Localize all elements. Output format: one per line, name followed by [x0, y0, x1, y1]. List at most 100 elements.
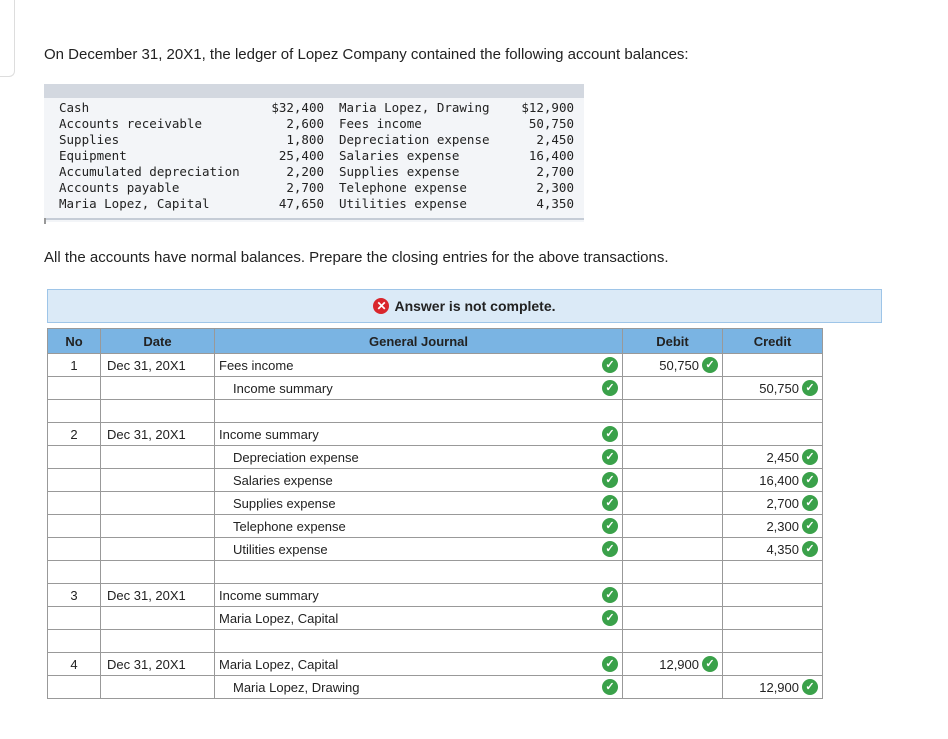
account-title-field[interactable]: Income summary ✓ — [214, 583, 623, 607]
credit-field[interactable]: 50,750 ✓ — [722, 376, 823, 400]
debit-field[interactable] — [622, 629, 723, 653]
ledger-account-name: Accumulated depreciation — [59, 164, 240, 179]
account-title-field[interactable]: Maria Lopez, Drawing ✓ — [214, 675, 623, 699]
debit-field[interactable] — [622, 583, 723, 607]
account-title-text: Fees income — [219, 357, 294, 373]
ledger-account-name: Supplies expense — [339, 164, 460, 179]
entry-date[interactable] — [100, 606, 215, 630]
check-circle-icon: ✓ — [802, 518, 818, 534]
credit-field[interactable] — [722, 422, 823, 446]
check-circle-icon: ✓ — [602, 380, 618, 396]
debit-field[interactable] — [622, 468, 723, 492]
col-header-credit: Credit — [722, 328, 823, 354]
account-title-field[interactable]: Income summary ✓ — [214, 376, 623, 400]
journal-row: Depreciation expense ✓ 2,450 ✓ — [47, 445, 823, 469]
entry-date[interactable] — [100, 468, 215, 492]
credit-field[interactable] — [722, 606, 823, 630]
debit-field[interactable]: 50,750 ✓ — [622, 353, 723, 377]
credit-field-value: 4,350 — [766, 541, 799, 557]
entry-date[interactable] — [100, 491, 215, 515]
credit-field[interactable]: 2,300 ✓ — [722, 514, 823, 538]
entry-date[interactable]: Dec 31, 20X1 — [100, 353, 215, 377]
credit-field[interactable]: 4,350 ✓ — [722, 537, 823, 561]
account-title-field[interactable]: Maria Lopez, Capital ✓ — [214, 606, 623, 630]
account-title-field[interactable]: Maria Lopez, Capital ✓ — [214, 652, 623, 676]
account-title-field[interactable] — [214, 629, 623, 653]
entry-date[interactable]: Dec 31, 20X1 — [100, 652, 215, 676]
ledger-account-balance: 4,350 — [536, 196, 574, 211]
ledger-account-name: Equipment — [59, 148, 127, 163]
account-title-text: Maria Lopez, Capital — [219, 656, 339, 672]
credit-field[interactable] — [722, 583, 823, 607]
check-circle-icon: ✓ — [802, 541, 818, 557]
credit-field[interactable]: 16,400 ✓ — [722, 468, 823, 492]
ledger-account-balance: 25,400 — [278, 148, 324, 163]
account-title-field[interactable]: Income summary ✓ — [214, 422, 623, 446]
entry-number — [47, 629, 101, 653]
debit-field[interactable] — [622, 606, 723, 630]
entry-date[interactable] — [100, 376, 215, 400]
debit-field[interactable] — [622, 422, 723, 446]
credit-field[interactable] — [722, 560, 823, 584]
debit-field[interactable] — [622, 675, 723, 699]
ledger-account-name: Cash — [59, 100, 90, 115]
ledger-account-name: Accounts payable — [59, 180, 180, 195]
account-title-field[interactable]: Telephone expense ✓ — [214, 514, 623, 538]
ledger-body — [44, 98, 584, 222]
debit-field[interactable] — [622, 376, 723, 400]
debit-field[interactable] — [622, 491, 723, 515]
debit-field[interactable] — [622, 445, 723, 469]
credit-field[interactable] — [722, 353, 823, 377]
journal-row: Maria Lopez, Capital ✓ — [47, 606, 823, 630]
entry-number — [47, 537, 101, 561]
entry-number — [47, 560, 101, 584]
account-title-field[interactable]: Supplies expense ✓ — [214, 491, 623, 515]
account-title-field[interactable]: Depreciation expense ✓ — [214, 445, 623, 469]
credit-field[interactable]: 12,900 ✓ — [722, 675, 823, 699]
credit-field[interactable] — [722, 399, 823, 423]
credit-field[interactable] — [722, 652, 823, 676]
entry-number — [47, 491, 101, 515]
account-title-field[interactable] — [214, 560, 623, 584]
check-circle-icon: ✓ — [602, 610, 618, 626]
entry-date[interactable]: Dec 31, 20X1 — [100, 583, 215, 607]
entry-date[interactable] — [100, 399, 215, 423]
entry-number — [47, 445, 101, 469]
ledger-account-name: Maria Lopez, Capital — [59, 196, 210, 211]
credit-field-value: 50,750 — [759, 380, 799, 396]
entry-date[interactable] — [100, 560, 215, 584]
ledger-account-name: Accounts receivable — [59, 116, 202, 131]
credit-field[interactable] — [722, 629, 823, 653]
entry-date[interactable] — [100, 629, 215, 653]
ledger-account-balance: 2,700 — [286, 180, 324, 195]
account-title-field[interactable]: Fees income ✓ — [214, 353, 623, 377]
entry-date[interactable] — [100, 537, 215, 561]
ledger-account-balance: 50,750 — [528, 116, 574, 131]
debit-field[interactable]: 12,900 ✓ — [622, 652, 723, 676]
ledger-account-name: Maria Lopez, Drawing — [339, 100, 490, 115]
debit-field[interactable] — [622, 537, 723, 561]
credit-field[interactable]: 2,450 ✓ — [722, 445, 823, 469]
journal-row: Supplies expense ✓ 2,700 ✓ — [47, 491, 823, 515]
account-title-field[interactable] — [214, 399, 623, 423]
account-title-text: Telephone expense — [233, 518, 346, 534]
debit-field[interactable] — [622, 514, 723, 538]
account-title-field[interactable]: Utilities expense ✓ — [214, 537, 623, 561]
check-circle-icon: ✓ — [802, 679, 818, 695]
credit-field[interactable]: 2,700 ✓ — [722, 491, 823, 515]
col-header-date: Date — [100, 328, 215, 354]
ledger-account-balance: 16,400 — [528, 148, 574, 163]
check-circle-icon: ✓ — [802, 380, 818, 396]
debit-field[interactable] — [622, 560, 723, 584]
entry-date[interactable] — [100, 514, 215, 538]
account-title-field[interactable]: Salaries expense ✓ — [214, 468, 623, 492]
debit-field[interactable] — [622, 399, 723, 423]
check-circle-icon: ✓ — [602, 518, 618, 534]
credit-field-value: 2,300 — [766, 518, 799, 534]
ledger-header-bar — [44, 84, 584, 98]
journal-row: Utilities expense ✓ 4,350 ✓ — [47, 537, 823, 561]
entry-date[interactable]: Dec 31, 20X1 — [100, 422, 215, 446]
entry-date[interactable] — [100, 445, 215, 469]
entry-number — [47, 468, 101, 492]
entry-date[interactable] — [100, 675, 215, 699]
